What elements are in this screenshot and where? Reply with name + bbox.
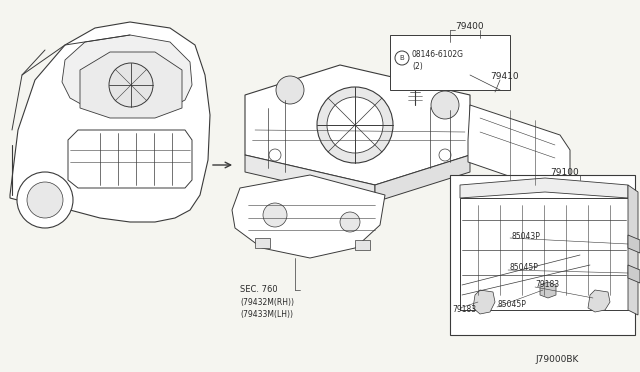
Text: 85045P: 85045P <box>497 300 526 309</box>
Polygon shape <box>245 65 470 185</box>
Text: 08146-6102G: 08146-6102G <box>412 50 464 59</box>
Text: 79100: 79100 <box>550 168 579 177</box>
Text: 79400: 79400 <box>455 22 484 31</box>
Bar <box>390 35 510 90</box>
Polygon shape <box>375 155 470 202</box>
Text: 79183: 79183 <box>452 305 476 314</box>
Circle shape <box>439 149 451 161</box>
Circle shape <box>109 63 153 107</box>
Circle shape <box>27 182 63 218</box>
Polygon shape <box>68 130 192 188</box>
Circle shape <box>340 212 360 232</box>
Polygon shape <box>62 35 192 112</box>
Text: (79432M(RH)): (79432M(RH)) <box>240 298 294 307</box>
Polygon shape <box>232 175 385 258</box>
Text: B: B <box>399 55 404 61</box>
Circle shape <box>395 51 409 65</box>
Text: SEC. 760: SEC. 760 <box>240 285 278 294</box>
Polygon shape <box>10 22 210 222</box>
Circle shape <box>263 203 287 227</box>
Text: 85045P: 85045P <box>510 263 539 272</box>
Polygon shape <box>628 265 640 283</box>
Polygon shape <box>628 235 640 253</box>
Polygon shape <box>473 290 495 314</box>
Bar <box>255 238 270 248</box>
Circle shape <box>317 87 393 163</box>
Circle shape <box>431 91 459 119</box>
Text: (2): (2) <box>412 62 423 71</box>
Text: (79433M(LH)): (79433M(LH)) <box>240 310 293 319</box>
Circle shape <box>269 149 281 161</box>
Polygon shape <box>460 178 628 198</box>
Bar <box>355 240 370 250</box>
Polygon shape <box>588 290 610 312</box>
Circle shape <box>17 172 73 228</box>
Polygon shape <box>628 185 638 315</box>
Polygon shape <box>460 198 628 310</box>
Polygon shape <box>540 282 556 298</box>
Circle shape <box>276 76 304 104</box>
Polygon shape <box>80 52 182 118</box>
Circle shape <box>327 97 383 153</box>
Polygon shape <box>468 105 570 192</box>
Polygon shape <box>245 155 375 202</box>
Text: J79000BK: J79000BK <box>535 355 579 364</box>
Text: 85043P: 85043P <box>512 232 541 241</box>
Text: 79410: 79410 <box>490 72 518 81</box>
Bar <box>450 175 635 335</box>
Text: 79183: 79183 <box>535 280 559 289</box>
